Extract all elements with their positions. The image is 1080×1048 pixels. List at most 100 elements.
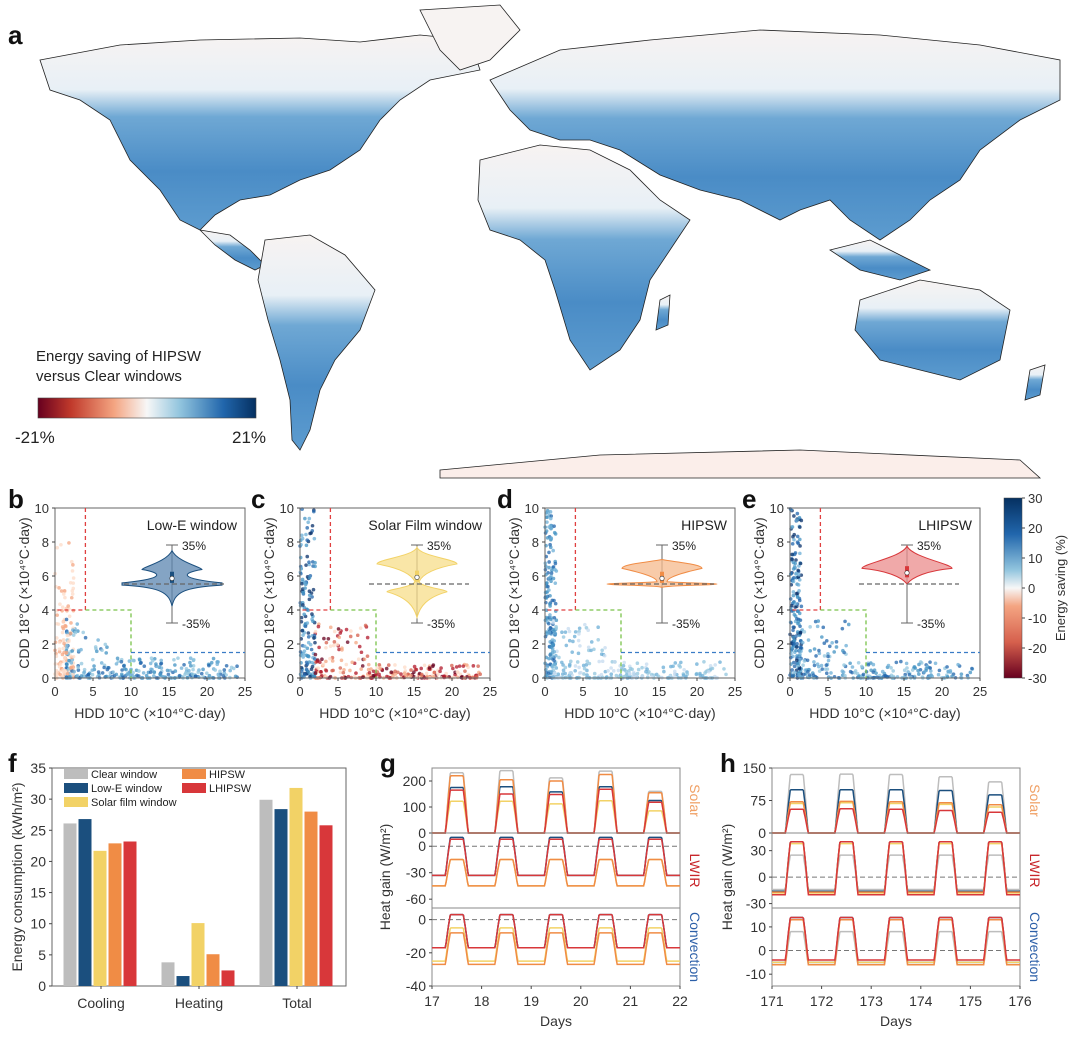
- scatter-point: [609, 672, 614, 676]
- scatter-point: [606, 669, 610, 673]
- scatter-point: [305, 646, 310, 651]
- series-line-solar-film-window: [432, 927, 680, 962]
- scatter-point: [548, 542, 552, 547]
- scatter-point: [142, 664, 147, 669]
- scatter-point: [414, 667, 419, 672]
- scatter-point: [393, 663, 397, 667]
- x-tick-label: Total: [282, 995, 312, 1011]
- map-colorbar-title-2: versus Clear windows: [36, 368, 182, 385]
- scatter-point: [614, 673, 619, 678]
- y-tick-label: -10: [746, 966, 766, 982]
- scatter-point: [74, 674, 79, 678]
- scatter-point: [90, 668, 95, 672]
- landmass-eurasia: [489, 29, 1061, 241]
- scatter-point: [64, 650, 69, 655]
- scatter-point: [310, 612, 314, 616]
- scatter-point: [905, 666, 909, 670]
- bar-total-1: [274, 809, 288, 986]
- scatter-point: [190, 672, 195, 676]
- scatter-point: [304, 563, 308, 567]
- y-tick-label: 10: [525, 501, 539, 516]
- scatter-point: [563, 665, 568, 670]
- scatter-point: [557, 655, 561, 660]
- scatter-point: [337, 635, 342, 640]
- landmass-greenland: [419, 4, 521, 71]
- scatter-point: [121, 664, 126, 668]
- scatter-point: [797, 598, 802, 603]
- scatter-point: [71, 654, 76, 659]
- scatter-point: [76, 665, 80, 670]
- violin-bottom-label: -35%: [182, 617, 210, 631]
- scatter-point: [789, 603, 794, 608]
- scatter-point: [928, 666, 933, 670]
- scatter-point: [301, 633, 305, 637]
- scatter-point: [176, 656, 180, 660]
- scatter-point: [374, 672, 378, 676]
- scatter-point: [791, 579, 796, 584]
- scatter-point: [344, 627, 349, 632]
- panel-label-b: b: [8, 484, 24, 514]
- scatter-point: [853, 669, 858, 673]
- scatter-point: [656, 674, 661, 679]
- series-line-low-e-window: [772, 916, 1020, 964]
- axes-frame: [431, 832, 681, 909]
- scatter-point: [554, 626, 558, 631]
- scatter-point: [300, 577, 305, 582]
- scatter-point: [150, 658, 155, 663]
- subplot-solar: 0 75 150 Solar: [743, 760, 1043, 841]
- scatter-point: [815, 624, 820, 629]
- scatter-point: [904, 661, 909, 666]
- scatter-point: [114, 662, 119, 666]
- scatter-point: [856, 660, 861, 665]
- scatter-point: [822, 654, 827, 658]
- scatter-point: [461, 664, 466, 668]
- y-tick-label: 10: [770, 501, 784, 516]
- x-tick-label: 21: [623, 993, 639, 1009]
- y-tick-label: 0: [418, 838, 426, 854]
- scatter-point: [67, 614, 72, 619]
- scatter-point: [471, 664, 476, 668]
- scatter-point: [478, 672, 483, 677]
- scatter-point: [549, 579, 553, 584]
- colorbar-tick-label: -10: [1028, 611, 1047, 626]
- scatter-point: [188, 660, 192, 665]
- scatter-point: [192, 657, 196, 662]
- landmass-central-america: [198, 229, 266, 271]
- bar-cooling-3: [108, 843, 122, 986]
- scatter-point: [794, 571, 799, 576]
- scatter-point: [573, 630, 578, 634]
- scatter-point: [578, 644, 582, 648]
- x-tick-label: 0: [786, 684, 793, 699]
- violin-top-label: 35%: [917, 539, 941, 553]
- scatter-point: [916, 668, 920, 673]
- scatter-point: [822, 641, 827, 646]
- y-tick-label: 0: [418, 912, 426, 928]
- scatter-point: [579, 670, 583, 675]
- scatter-point: [792, 532, 797, 537]
- scatter-point: [312, 674, 316, 679]
- scatter-point: [551, 565, 556, 569]
- scatter-point: [324, 659, 328, 664]
- violin-shape: [376, 545, 458, 620]
- scatter-point: [350, 660, 355, 665]
- scatter-point: [215, 662, 220, 667]
- y-tick-label: 6: [777, 569, 784, 584]
- scatter-point: [55, 613, 59, 617]
- series-line-lhipsw: [432, 913, 680, 949]
- scatter-point: [548, 602, 552, 606]
- scatter-point: [797, 589, 801, 593]
- landmass-madagascar: [655, 294, 671, 331]
- scatter-point: [628, 666, 633, 671]
- y-tick-label: -40: [406, 978, 426, 994]
- scatter-point: [326, 637, 331, 641]
- scatter-point: [823, 667, 828, 671]
- scatter-point: [188, 656, 193, 660]
- violin-top-label: 35%: [427, 539, 451, 553]
- scatter-point: [316, 666, 320, 670]
- scatter-point: [795, 595, 800, 599]
- scatter-point: [866, 662, 871, 667]
- scatter-point: [600, 675, 605, 680]
- scatter-point: [549, 645, 554, 650]
- scatter-point: [577, 626, 582, 631]
- scatter-point: [342, 668, 346, 672]
